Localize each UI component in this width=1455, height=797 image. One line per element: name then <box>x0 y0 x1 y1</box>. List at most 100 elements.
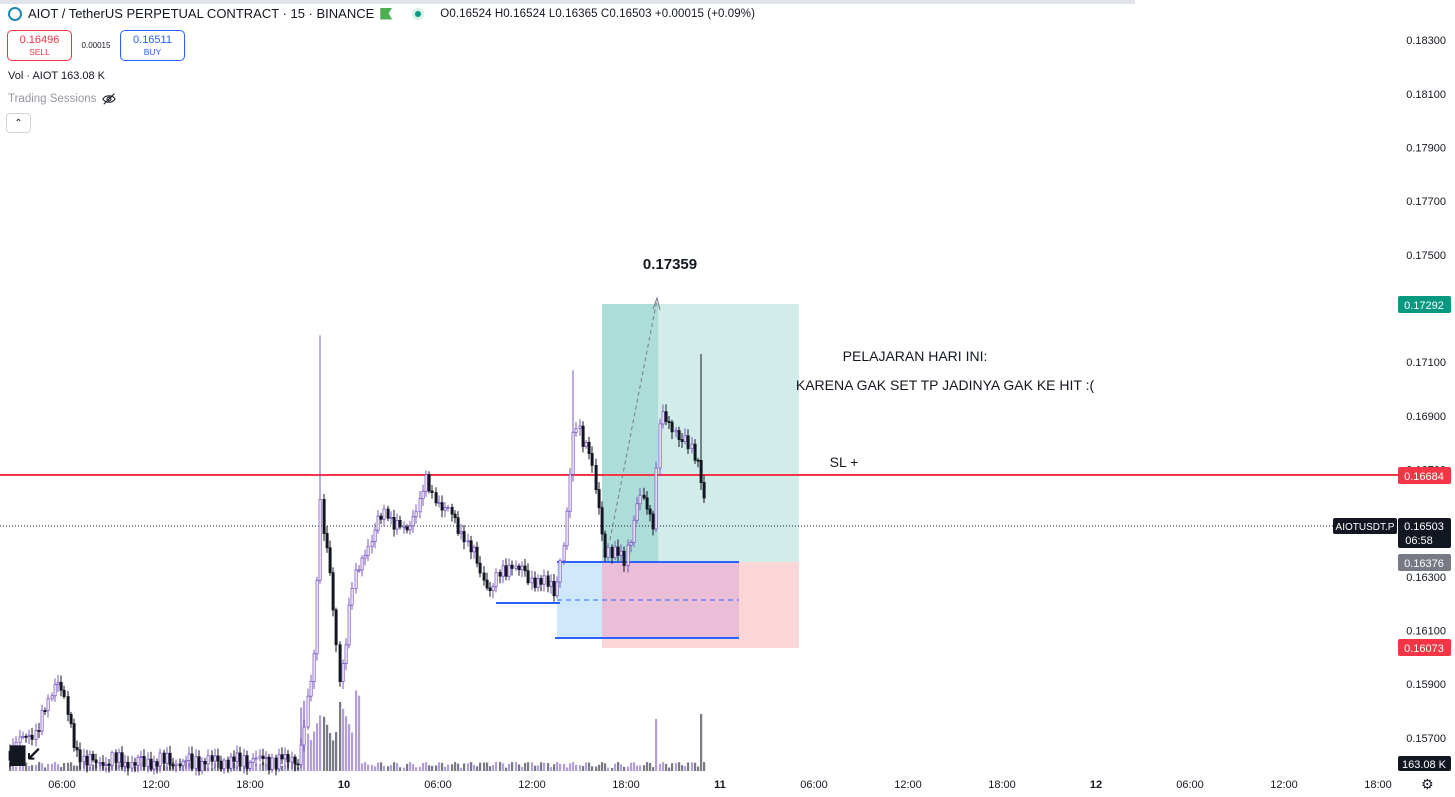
volume-bar <box>614 763 617 771</box>
volume-legend[interactable]: Vol · AIOT 163.08 K <box>8 70 106 82</box>
candle-body <box>210 755 214 762</box>
volume-bar <box>508 763 511 771</box>
candle-body <box>14 742 18 747</box>
volume-bar <box>470 762 473 771</box>
candle-body <box>523 565 527 572</box>
eye-hidden-icon[interactable] <box>102 92 117 106</box>
svg-text:06:58: 06:58 <box>1405 535 1433 547</box>
candle-body <box>40 710 44 732</box>
volume-bar <box>585 762 588 771</box>
volume-bar <box>550 767 553 771</box>
candle-body <box>645 497 649 510</box>
candle-body <box>421 490 425 499</box>
candle-body <box>280 754 284 760</box>
candle-body <box>395 520 399 530</box>
volume-bar <box>422 762 425 771</box>
gear-icon[interactable]: ⚙ <box>1421 776 1434 792</box>
coin-icon <box>8 6 22 21</box>
sl-note[interactable]: SL + <box>830 454 859 470</box>
volume-bar <box>457 763 460 771</box>
candle-body <box>610 546 614 559</box>
volume-bar <box>572 762 575 771</box>
candle-body <box>699 460 703 483</box>
volume-bar <box>687 762 690 771</box>
trend-arrow[interactable] <box>609 299 658 541</box>
price-tick-label: 0.16900 <box>1406 411 1446 423</box>
flag-icon[interactable] <box>380 7 393 20</box>
candle-body <box>296 763 300 766</box>
symbol-title[interactable]: AIOT / TetherUS PERPETUAL CONTRACT · 15 … <box>28 6 375 21</box>
volume-bar <box>489 766 492 771</box>
candle-body <box>75 747 79 751</box>
volume-bar <box>355 690 358 771</box>
volume-bar <box>652 767 655 771</box>
candle-body <box>139 756 143 758</box>
candle-body <box>578 425 582 429</box>
time-tick-label: 12:00 <box>894 779 922 791</box>
candle-body <box>600 507 604 535</box>
volume-bar <box>588 762 591 771</box>
tradingview-logo-icon[interactable]: ▇↙ <box>10 744 43 766</box>
volume-bar <box>543 762 546 771</box>
symbol-header[interactable]: AIOT / TetherUS PERPETUAL CONTRACT · 15 … <box>8 6 755 21</box>
price-tick-label: 0.17500 <box>1406 250 1446 262</box>
volume-bar <box>553 764 556 771</box>
volume-bar <box>371 764 374 771</box>
candle-body <box>379 515 383 520</box>
volume-bar <box>582 766 585 771</box>
volume-bar <box>265 764 268 771</box>
buy-label: BUY <box>143 46 162 57</box>
volume-bar <box>339 701 342 771</box>
candle-body <box>120 752 124 767</box>
lesson-text[interactable]: KARENA GAK SET TP JADINYA GAK KE HIT :( <box>796 377 1095 393</box>
candle-body <box>635 503 639 521</box>
market-status-icon[interactable] <box>412 7 425 20</box>
volume-bar <box>460 767 463 771</box>
time-tick-label: 06:00 <box>800 779 828 791</box>
volume-bar <box>383 765 386 771</box>
buy-button[interactable]: 0.16511 BUY <box>120 30 185 61</box>
time-tick-label: 06:00 <box>424 779 452 791</box>
candle-body <box>632 519 636 543</box>
time-axis[interactable]: 06:00 12:00 18:00 10 06:00 12:00 18:00 11 06:00 1… <box>48 779 1392 791</box>
volume-bar <box>57 764 60 771</box>
candle-body <box>696 459 700 462</box>
time-tick-label: 11 <box>714 779 726 791</box>
volume-bar <box>70 762 73 771</box>
volume-bar <box>281 765 284 771</box>
volume-bar <box>140 762 143 771</box>
candle-body <box>389 516 393 519</box>
volume-bar <box>515 762 518 771</box>
candle-body <box>200 761 204 772</box>
candle-body <box>62 689 66 697</box>
time-tick-label: 06:00 <box>48 779 76 791</box>
candle-body <box>126 761 130 769</box>
candle-body <box>110 752 114 766</box>
candle-body <box>619 550 623 556</box>
volume-bar <box>595 766 598 771</box>
volume-bar <box>598 764 601 771</box>
price-axis[interactable]: 0.18300 0.18100 0.17900 0.17700 0.17500 0.171… <box>1406 35 1446 745</box>
trading-sessions-label: Trading Sessions <box>8 93 97 105</box>
candle-body <box>37 730 41 732</box>
peak-annotation[interactable]: 0.17359 <box>643 256 697 273</box>
candle-body <box>341 663 345 682</box>
volume-bar <box>700 714 703 771</box>
collapse-legend-button[interactable]: ⌃ <box>6 113 31 133</box>
volume-bar <box>547 762 550 771</box>
candle-body <box>8 750 12 761</box>
sell-button[interactable]: 0.16496 SELL <box>7 30 72 61</box>
candle-body <box>133 762 137 766</box>
price-tick-label: 0.15900 <box>1406 679 1446 691</box>
candle-body <box>184 760 188 763</box>
volume-bar <box>451 764 454 771</box>
svg-text:AIOTUSDT.P: AIOTUSDT.P <box>1336 522 1395 533</box>
trading-sessions-legend[interactable]: Trading Sessions <box>8 92 117 106</box>
lesson-title[interactable]: PELAJARAN HARI INI: <box>843 348 988 364</box>
loss-zone[interactable] <box>602 562 799 648</box>
candle-body <box>43 710 47 712</box>
candle-body <box>437 502 441 505</box>
candle-body <box>88 753 92 766</box>
volume-bar <box>332 740 335 771</box>
